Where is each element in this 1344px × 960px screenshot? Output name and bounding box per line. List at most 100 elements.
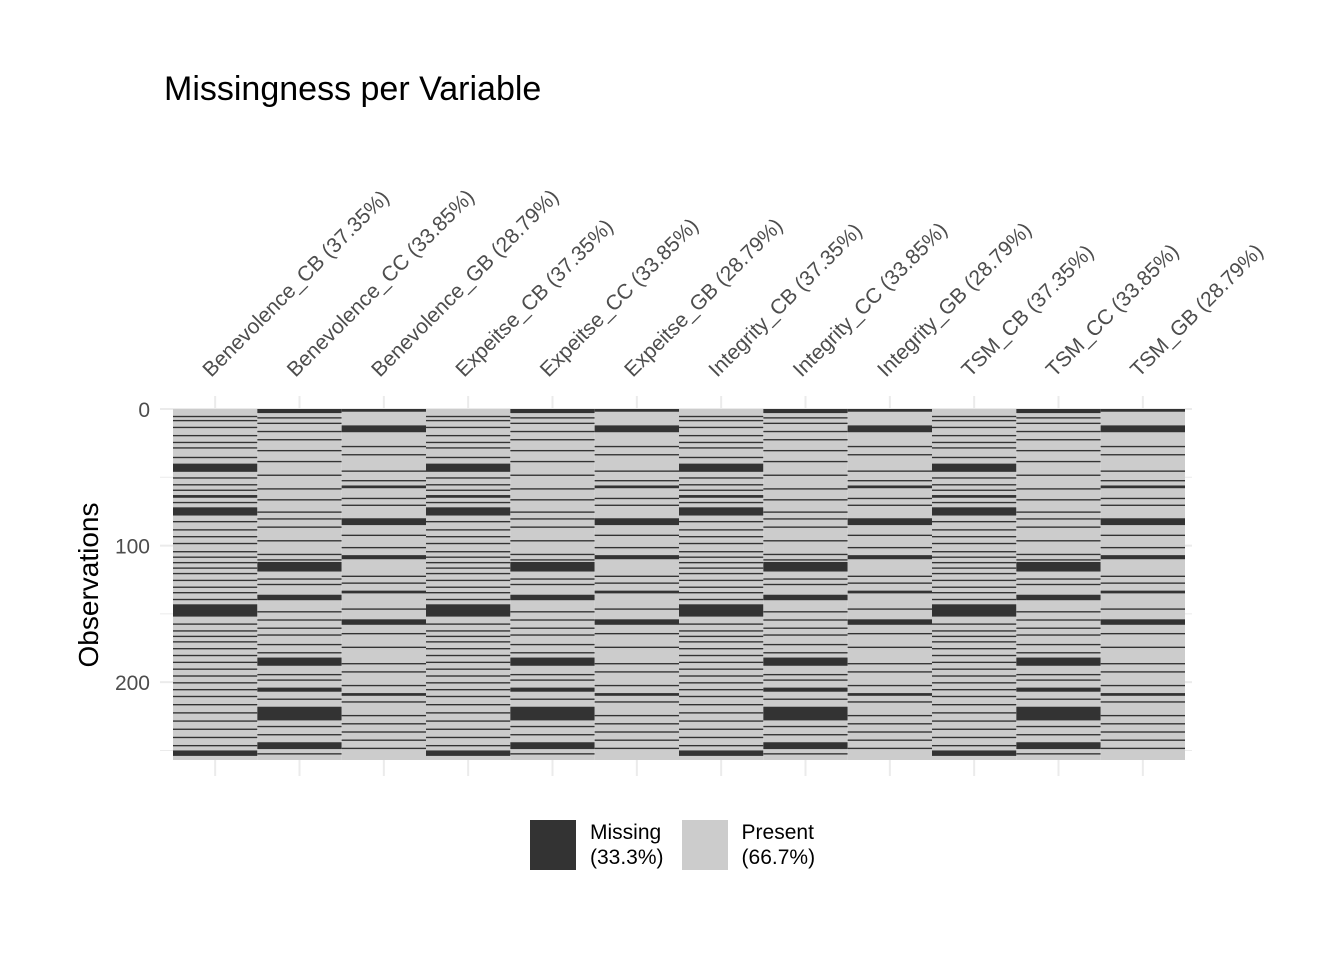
missing-cell: [1100, 409, 1185, 412]
missing-cell: [510, 559, 595, 561]
missing-cell: [679, 447, 764, 449]
column-label: Expeitse_GB (28.79%): [620, 214, 787, 381]
missing-cell: [1100, 731, 1185, 733]
chart-title: Missingness per Variable: [164, 70, 542, 108]
missing-cell: [1016, 449, 1101, 452]
missing-cell: [341, 546, 426, 549]
missing-cell: [847, 684, 932, 687]
missing-cell: [1100, 518, 1185, 526]
missing-cell: [679, 704, 764, 706]
missing-cell: [847, 663, 932, 665]
missing-cell: [679, 520, 764, 523]
missing-cell: [679, 668, 764, 670]
missing-cell: [1100, 701, 1185, 703]
missing-cell: [763, 687, 848, 692]
missing-cell: [1016, 561, 1101, 572]
missing-cell: [173, 736, 258, 739]
missing-cell: [510, 553, 595, 556]
missing-cell: [173, 635, 258, 638]
missing-cell: [594, 731, 679, 733]
missing-cell: [341, 701, 426, 703]
missing-cell: [1016, 706, 1101, 721]
missing-cell: [426, 736, 511, 739]
missing-cell: [426, 441, 511, 444]
missing-cell: [257, 706, 342, 721]
missing-cell: [1016, 698, 1101, 700]
missing-cell: [932, 495, 1017, 498]
missing-cell: [847, 739, 932, 741]
missing-cell: [1016, 526, 1101, 528]
missing-cell: [763, 417, 848, 419]
missing-cell: [1016, 488, 1101, 490]
missing-cell: [257, 409, 342, 414]
missing-cell: [173, 586, 258, 588]
missing-cell: [257, 460, 342, 463]
missing-cell: [1016, 460, 1101, 463]
missing-cell: [679, 623, 764, 625]
missing-cell: [510, 518, 595, 520]
missing-cell: [932, 728, 1017, 730]
missing-cell: [1100, 534, 1185, 537]
missing-cell: [426, 654, 511, 657]
missing-cell: [1100, 693, 1185, 696]
missing-cell: [763, 619, 848, 621]
missing-cell: [1100, 646, 1185, 649]
missing-cell: [594, 425, 679, 433]
missing-cell: [257, 430, 342, 433]
missing-cell: [679, 536, 764, 538]
missing-cell: [426, 641, 511, 643]
missing-cell: [594, 409, 679, 412]
missing-cell: [1100, 445, 1185, 448]
missing-cell: [510, 706, 595, 721]
missing-cell: [1016, 578, 1101, 580]
missing-cell: [594, 701, 679, 703]
missing-cell: [426, 728, 511, 730]
missing-cell: [679, 556, 764, 558]
missing-cell: [341, 497, 426, 500]
missing-cell: [847, 409, 932, 412]
missing-cell: [932, 688, 1017, 691]
column-label: Expeitse_CB (37.35%): [451, 215, 617, 381]
missing-cell: [173, 447, 258, 449]
missing-cell: [173, 641, 258, 643]
missing-cell: [1016, 652, 1101, 654]
missing-cell: [341, 731, 426, 733]
missing-cell: [257, 518, 342, 520]
missing-cell: [426, 592, 511, 594]
missing-cell: [932, 720, 1017, 722]
missing-cell: [1100, 454, 1185, 456]
missing-cell: [679, 648, 764, 650]
missing-cell: [1016, 417, 1101, 419]
missing-cell: [173, 592, 258, 594]
missing-cell: [679, 477, 764, 479]
missing-cell: [679, 501, 764, 504]
missing-cell: [510, 627, 595, 629]
missing-cell: [1016, 687, 1101, 692]
missing-cell: [594, 632, 679, 635]
missing-cell: [257, 698, 342, 700]
missing-cell: [679, 630, 764, 632]
present-cell-column: [679, 409, 764, 760]
missing-cell: [510, 422, 595, 425]
missing-cell: [426, 572, 511, 575]
missing-cell: [426, 456, 511, 459]
missing-cell: [510, 526, 595, 528]
missing-cell: [173, 704, 258, 706]
missing-cell: [594, 480, 679, 482]
missing-cell: [426, 623, 511, 625]
column-label: Expeitse_CC (33.85%): [536, 214, 703, 381]
missing-cell: [341, 608, 426, 610]
missing-cell: [257, 422, 342, 425]
missing-cell: [257, 652, 342, 654]
missing-cell: [426, 434, 511, 437]
missing-cell: [763, 430, 848, 433]
missing-cell: [173, 561, 258, 564]
missing-cell: [763, 725, 848, 728]
missing-cell: [510, 698, 595, 700]
missing-cell: [1016, 583, 1101, 586]
missing-cell: [173, 489, 258, 491]
missing-cell: [847, 582, 932, 584]
missing-cell: [763, 652, 848, 654]
missing-cell: [1016, 619, 1101, 621]
